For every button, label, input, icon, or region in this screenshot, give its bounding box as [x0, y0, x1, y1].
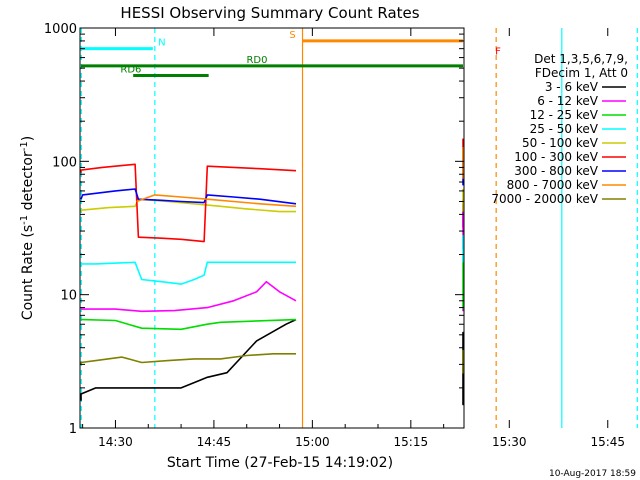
series-line-100-300-kev-seg-1 [80, 163, 297, 243]
flag-label-rd0: RD0 [246, 55, 267, 66]
flag-label-rd6: RD6 [120, 65, 141, 76]
y-tick-label-1000: 1000 [44, 22, 77, 37]
legend-header-detectors: Det 1,3,5,6,7,9, [534, 52, 628, 66]
legend-label-6-12-kev: 6 - 12 keV [537, 94, 599, 108]
x-axis-ticks: 14:30 14:45 15:00 15:15 15:30 15:45 [82, 28, 625, 449]
y-tick-label-1: 1 [69, 422, 77, 437]
x-tick-label-14-45: 14:45 [197, 435, 232, 449]
series-line-300-800-kev-seg-1 [80, 188, 297, 205]
legend-label-25-50-kev: 25 - 50 keV [530, 122, 599, 136]
legend-label-800-7000-kev: 800 - 7000 keV [507, 178, 599, 192]
legend-label-3-6-kev: 3 - 6 keV [545, 80, 599, 94]
series-line-800-7000-kev-seg-1 [136, 194, 297, 208]
legend-label-12-25-kev: 12 - 25 keV [530, 108, 599, 122]
footer-timestamp: 10-Aug-2017 18:59 [549, 469, 636, 479]
plot-area: N S F RD0 RD6 [80, 28, 638, 428]
series-line-7000-20000-kev-seg-1 [80, 352, 296, 365]
chart-title: HESSI Observing Summary Count Rates [120, 4, 419, 22]
series-line-6-12-kev-seg-1 [81, 280, 297, 313]
legend-header-decimation: FDecim 1, Att 0 [535, 66, 628, 80]
series-line-25-50-kev-seg-1 [81, 261, 296, 285]
legend-label-300-800-kev: 300 - 800 keV [514, 164, 598, 178]
y-axis-label: Count Rate (s-1 detector-1) [19, 136, 36, 320]
legend-label-100-300-kev: 100 - 300 keV [514, 150, 598, 164]
x-tick-label-15-30: 15:30 [492, 435, 527, 449]
series-line-3-6-kev-seg-1 [80, 318, 297, 401]
legend: Det 1,3,5,6,7,9, FDecim 1, Att 0 3 - 6 k… [491, 52, 628, 206]
y-tick-label-10: 10 [60, 289, 77, 304]
flag-label-s: S [289, 30, 295, 41]
y-axis-ticks: 1 10 100 1000 [44, 22, 464, 437]
plot-frame [79, 27, 465, 429]
x-axis-label: Start Time (27-Feb-15 14:19:02) [167, 455, 393, 471]
x-tick-label-15-15: 15:15 [394, 435, 429, 449]
flag-label-n: N [158, 38, 165, 49]
series-line-12-25-kev-seg-1 [81, 318, 297, 331]
legend-label-50-100-kev: 50 - 100 keV [522, 136, 599, 150]
y-tick-label-100: 100 [52, 155, 77, 170]
x-tick-label-14-30: 14:30 [98, 435, 133, 449]
x-tick-label-15-45: 15:45 [590, 435, 625, 449]
x-tick-label-15-00: 15:00 [295, 435, 330, 449]
legend-label-7000-20000-kev: 7000 - 20000 keV [491, 192, 598, 206]
flag-label-f: F [495, 47, 501, 58]
